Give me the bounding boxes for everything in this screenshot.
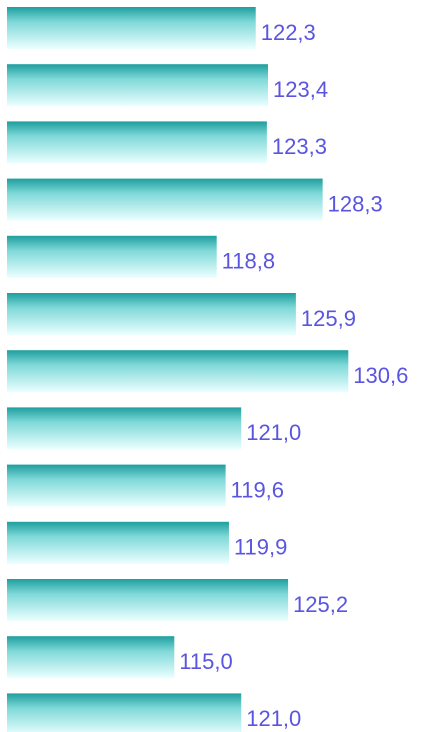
value-label: 128,3 (328, 191, 383, 216)
value-label: 130,6 (353, 363, 408, 388)
bar (7, 64, 268, 107)
value-label: 115,0 (179, 649, 232, 674)
bar (7, 235, 217, 278)
value-label: 125,9 (301, 306, 356, 331)
bar (7, 407, 242, 450)
bar (7, 178, 323, 221)
bar (7, 293, 296, 335)
value-label: 119,9 (234, 535, 287, 560)
bar (7, 693, 242, 732)
value-label: 123,3 (272, 134, 327, 159)
bar (7, 521, 229, 564)
value-label: 121,0 (246, 420, 301, 445)
bar (7, 7, 256, 49)
value-label: 121,0 (246, 706, 301, 731)
bar (7, 464, 226, 507)
value-label: 123,4 (273, 77, 328, 102)
bar (7, 121, 267, 164)
value-label: 125,2 (293, 592, 348, 617)
value-label: 122,3 (261, 20, 316, 45)
value-label: 119,6 (231, 477, 284, 502)
value-label: 118,8 (222, 249, 275, 274)
bar (7, 579, 289, 621)
bar (7, 350, 349, 393)
bar (7, 636, 175, 679)
